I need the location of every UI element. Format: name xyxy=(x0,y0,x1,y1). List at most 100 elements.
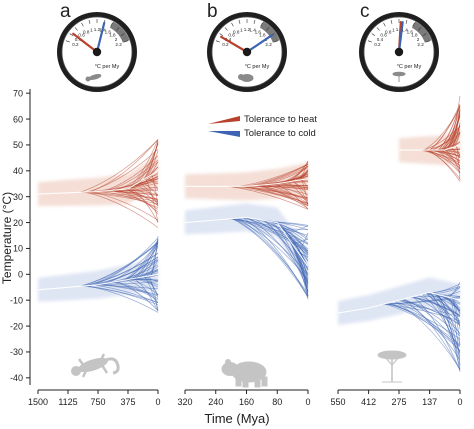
gauge-scale-label: 0.6 xyxy=(380,33,387,38)
y-tick-label: 0 xyxy=(18,270,23,280)
lineage-line xyxy=(133,180,159,187)
lineage-line xyxy=(114,281,159,299)
gauge-scale-label: 0.4 xyxy=(75,37,82,42)
lineage-line xyxy=(79,139,159,193)
acacia-tree-icon-mini xyxy=(392,71,406,82)
gauge-scale-label: 1.2 xyxy=(244,27,251,32)
gauge-scale-label: 1 xyxy=(90,27,93,32)
lineage-line xyxy=(445,149,461,173)
y-tick-label: 60 xyxy=(13,114,23,124)
lineage-line xyxy=(286,181,309,205)
acacia-tree-icon xyxy=(377,350,407,383)
rate-gauge-c: 0.20.40.60.8 1 1.2 1.41.61.822.2 °C per My xyxy=(359,12,439,92)
gauge-unit: °C per My xyxy=(95,64,120,70)
legend: Tolerance to heat Tolerance to cold xyxy=(208,114,317,139)
lineage-line xyxy=(131,243,159,280)
x-tick-label: 0 xyxy=(305,397,310,407)
legend-heat-label: Tolerance to heat xyxy=(244,114,317,125)
lineage-line xyxy=(85,191,159,228)
x-tick-label: 412 xyxy=(361,397,376,407)
series-heat-b xyxy=(185,160,309,210)
x-axis-b: 320 240 160 80 0 xyxy=(177,389,311,407)
panel-c: 550 412 275 137 0c0.20.40.60.8 1 1.2 1.41.61.82… xyxy=(330,1,462,407)
ancestral-trace xyxy=(185,178,309,187)
y-axis-label: Temperature (°C) xyxy=(0,192,14,284)
lineage-line xyxy=(257,185,309,209)
lineage-line xyxy=(271,183,309,199)
lineage-line xyxy=(412,296,461,371)
lineage-line xyxy=(441,126,461,151)
lineage-line xyxy=(438,105,461,151)
panel-letter: b xyxy=(207,1,218,22)
lineage-line xyxy=(448,282,461,298)
x-tick-label: 0 xyxy=(457,397,462,407)
cold-rate-needle xyxy=(397,21,404,54)
y-tick-label: -20 xyxy=(10,321,23,331)
series-cold-a xyxy=(37,235,159,313)
lineage-line xyxy=(86,285,159,313)
lineage-line xyxy=(393,301,461,370)
bear-icon-mini xyxy=(238,74,254,82)
y-axis: 70 60 50 40 30 20 10 0 -10 -20 -30 -40 Temperature … xyxy=(0,88,31,385)
legend-cold-swatch xyxy=(208,131,240,137)
panel-letter: c xyxy=(360,1,370,22)
lineage-line xyxy=(143,140,159,180)
x-tick-label: 240 xyxy=(208,397,223,407)
gecko-icon xyxy=(71,353,120,378)
lineage-line xyxy=(93,284,159,304)
y-tick-label: -40 xyxy=(10,373,23,383)
lineage-line xyxy=(126,279,159,303)
x-tick-label: 0 xyxy=(155,397,160,407)
rate-gauge-a: 0.20.40.60.811.21.41.61.822.2°C per My xyxy=(57,12,137,92)
gauge-scale-label: 1.4 xyxy=(249,27,256,32)
lineage-line xyxy=(134,278,159,286)
panel-b: 320240160800b0.20.40.60.811.21.41.61.822… xyxy=(177,1,310,407)
gauge-scale-label: 1.6 xyxy=(407,29,414,34)
x-tick-label: 160 xyxy=(239,397,254,407)
gauge-scale-label: 1.8 xyxy=(411,33,418,38)
y-tick-label: 30 xyxy=(13,192,23,202)
lineage-line xyxy=(450,297,461,367)
lineage-line xyxy=(228,218,309,236)
lineage-line xyxy=(421,294,461,354)
lineage-line xyxy=(425,149,461,180)
lineage-line xyxy=(148,275,159,312)
lineage-line xyxy=(84,191,159,202)
gauge-arc xyxy=(411,21,432,43)
gauge-scale-label: 1.2 xyxy=(94,27,101,32)
gauge-scale-label: 0.8 xyxy=(83,29,90,34)
series-heat-a xyxy=(37,139,159,228)
bear-icon xyxy=(221,359,268,388)
lineage-line xyxy=(298,161,309,181)
x-axis-label: Time (Mya) xyxy=(204,411,269,426)
lineage-line xyxy=(123,239,159,281)
legend-cold-label: Tolerance to cold xyxy=(244,128,316,139)
x-tick-label: 550 xyxy=(330,397,345,407)
lineage-line xyxy=(91,191,159,221)
x-tick-label: 137 xyxy=(422,397,437,407)
lineage-line xyxy=(426,292,461,359)
gecko-icon-mini xyxy=(85,74,102,82)
lineage-line xyxy=(151,174,159,207)
y-tick-label: 50 xyxy=(13,140,23,150)
gauge-scale-label: 1.8 xyxy=(259,33,266,38)
lineage-line xyxy=(278,183,309,189)
lineage-line xyxy=(94,284,159,290)
lineage-line xyxy=(452,298,461,330)
uncertainty-band xyxy=(338,277,460,326)
lineage-line xyxy=(232,218,309,295)
lineage-line xyxy=(432,126,461,151)
lineage-line xyxy=(429,103,461,151)
ancestral-trace xyxy=(37,170,159,195)
lineage-line xyxy=(94,256,159,286)
lineage-line xyxy=(423,126,461,151)
y-tick-label: -10 xyxy=(10,295,23,305)
rate-gauge-b: 0.20.40.60.811.21.41.61.822.2°C per My xyxy=(207,12,287,92)
lineage-line xyxy=(258,184,309,195)
lineage-line xyxy=(89,139,159,193)
x-axis-a: 1500 1125 750 375 0 xyxy=(28,389,161,407)
lineage-line xyxy=(438,294,461,372)
gauge-arc xyxy=(259,21,280,43)
lineage-line xyxy=(237,217,309,297)
lineage-line xyxy=(268,220,309,271)
